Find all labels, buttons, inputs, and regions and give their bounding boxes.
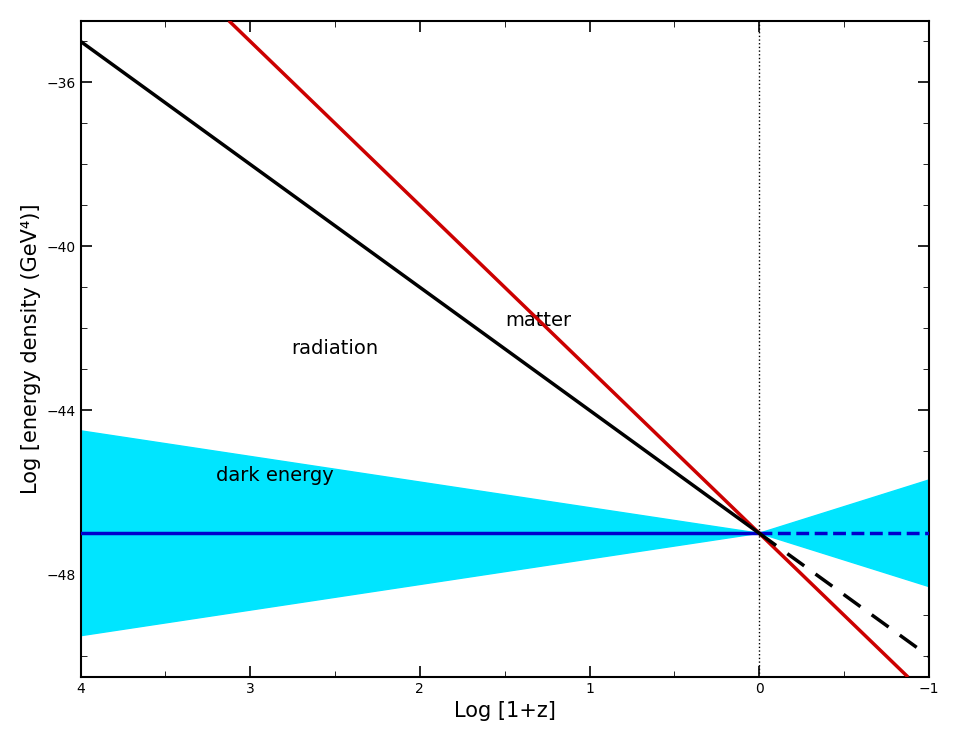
- X-axis label: Log [1+z]: Log [1+z]: [454, 701, 556, 721]
- Polygon shape: [759, 480, 929, 587]
- Polygon shape: [81, 431, 759, 636]
- Text: radiation: radiation: [292, 339, 378, 358]
- Text: dark energy: dark energy: [216, 467, 334, 485]
- Text: matter: matter: [506, 311, 572, 329]
- Y-axis label: Log [energy density (GeV⁴)]: Log [energy density (GeV⁴)]: [21, 203, 41, 494]
